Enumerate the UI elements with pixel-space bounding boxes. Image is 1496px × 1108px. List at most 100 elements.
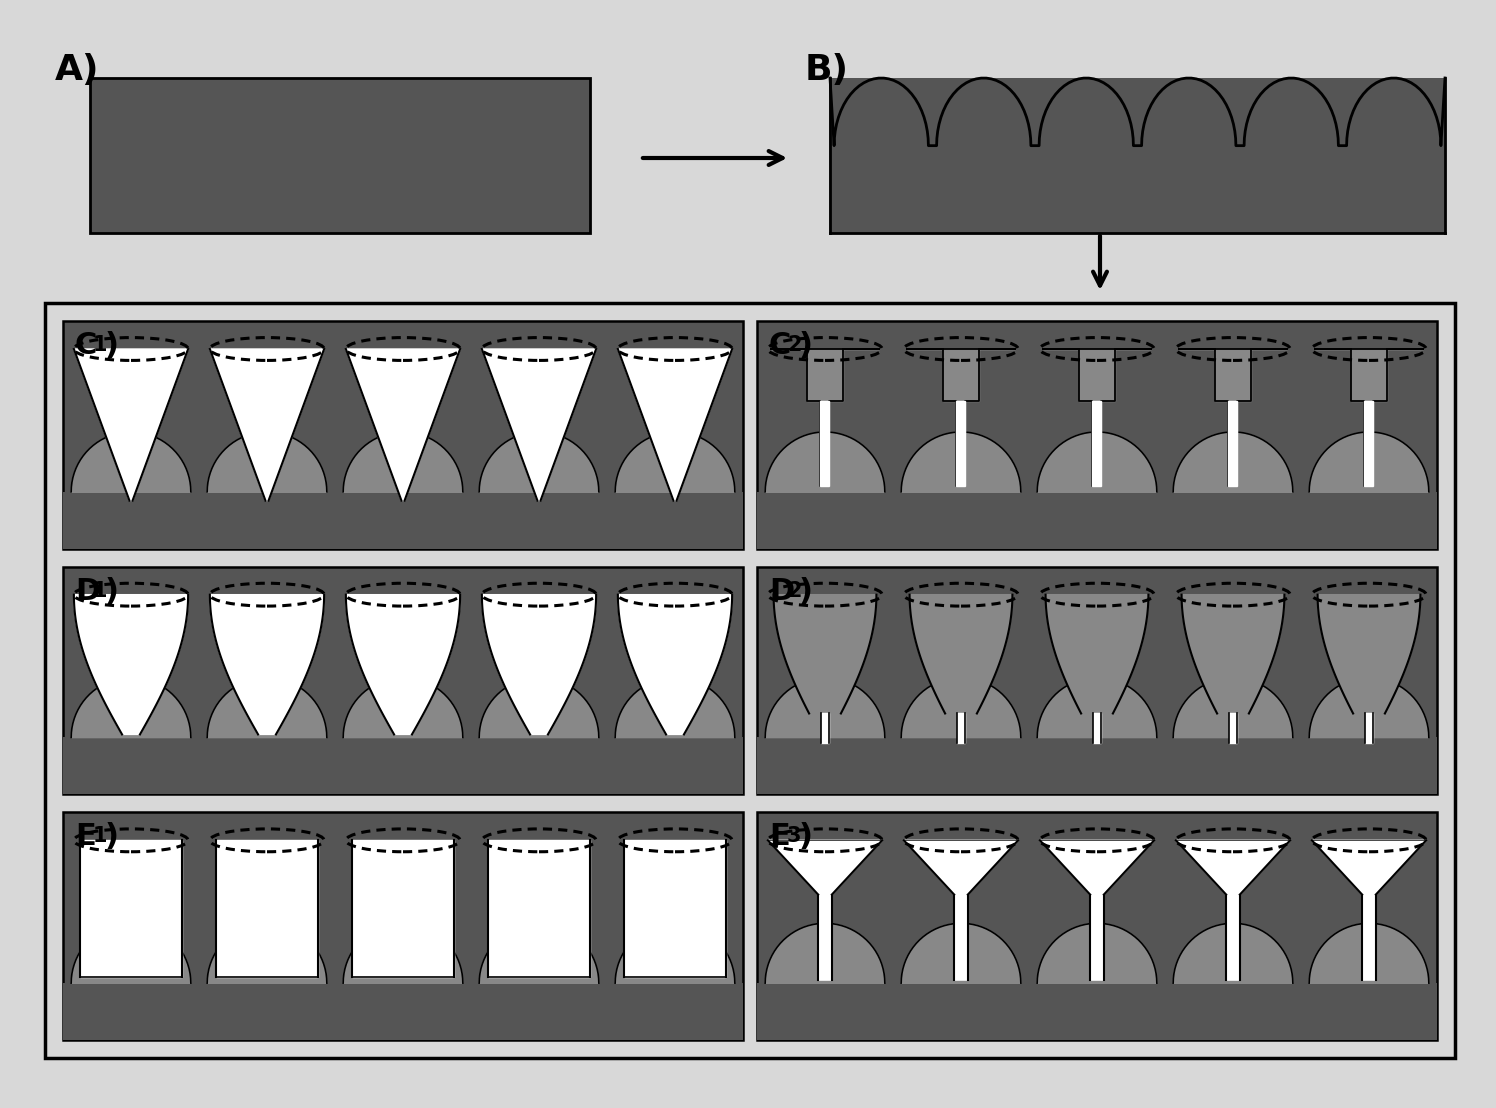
Text: C: C [75, 331, 97, 360]
Polygon shape [482, 595, 595, 735]
Polygon shape [1182, 595, 1285, 714]
Text: 2: 2 [787, 581, 802, 601]
Text: A): A) [55, 53, 100, 88]
Text: ): ) [799, 331, 812, 360]
Polygon shape [770, 349, 880, 485]
Polygon shape [773, 595, 877, 714]
Polygon shape [901, 432, 1020, 492]
Bar [757, 321, 1438, 548]
Polygon shape [1173, 432, 1293, 492]
Text: 3: 3 [787, 827, 802, 847]
Polygon shape [346, 349, 461, 501]
Polygon shape [1364, 714, 1373, 743]
Text: C: C [769, 331, 791, 360]
Text: 2: 2 [787, 335, 802, 355]
Bar [757, 983, 1438, 1040]
Text: ): ) [105, 576, 120, 606]
Polygon shape [767, 840, 883, 981]
Polygon shape [956, 401, 965, 485]
Polygon shape [1043, 349, 1152, 485]
Polygon shape [215, 840, 319, 977]
Text: 1: 1 [93, 581, 108, 601]
Bar [63, 812, 744, 1040]
Bar [90, 78, 589, 233]
Bar [63, 566, 744, 794]
Polygon shape [73, 349, 188, 501]
Polygon shape [72, 923, 191, 983]
Polygon shape [479, 678, 598, 738]
Polygon shape [764, 678, 884, 738]
Polygon shape [1092, 401, 1101, 485]
Bar [63, 492, 744, 548]
Polygon shape [1309, 432, 1429, 492]
Polygon shape [1037, 678, 1156, 738]
Text: B): B) [805, 53, 850, 88]
Polygon shape [618, 349, 732, 501]
Polygon shape [1228, 401, 1237, 485]
Polygon shape [1176, 840, 1290, 981]
Text: 1: 1 [93, 827, 108, 847]
Polygon shape [206, 923, 326, 983]
Polygon shape [206, 678, 326, 738]
Polygon shape [72, 432, 191, 492]
Polygon shape [482, 349, 595, 501]
Text: E: E [769, 822, 790, 851]
Polygon shape [615, 923, 735, 983]
Polygon shape [1318, 595, 1420, 714]
Polygon shape [830, 78, 1445, 233]
Bar [757, 492, 1438, 548]
Polygon shape [624, 840, 727, 977]
Polygon shape [618, 595, 732, 735]
Bar [830, 78, 1445, 233]
Polygon shape [1230, 714, 1237, 743]
Polygon shape [1040, 840, 1153, 981]
Bar [757, 812, 1438, 1040]
Polygon shape [907, 349, 1016, 485]
Polygon shape [1309, 678, 1429, 738]
Polygon shape [764, 432, 884, 492]
Polygon shape [1179, 349, 1287, 485]
Text: 1: 1 [93, 335, 108, 355]
Polygon shape [73, 595, 188, 735]
Polygon shape [615, 432, 735, 492]
Polygon shape [1315, 349, 1423, 485]
Polygon shape [910, 595, 1013, 714]
Bar [45, 302, 1456, 1058]
Polygon shape [352, 840, 455, 977]
Text: ): ) [105, 822, 120, 851]
Text: ): ) [799, 576, 812, 606]
Polygon shape [901, 678, 1020, 738]
Bar [63, 983, 744, 1040]
Polygon shape [1173, 923, 1293, 983]
Text: D: D [769, 576, 794, 606]
Polygon shape [479, 432, 598, 492]
Bar [757, 566, 1438, 794]
Polygon shape [343, 678, 462, 738]
Polygon shape [72, 678, 191, 738]
Text: ): ) [105, 331, 120, 360]
Polygon shape [343, 923, 462, 983]
Bar [757, 738, 1438, 794]
Polygon shape [343, 432, 462, 492]
Polygon shape [820, 401, 829, 485]
Polygon shape [1364, 401, 1373, 485]
Polygon shape [1037, 923, 1156, 983]
Bar [63, 321, 744, 548]
Polygon shape [479, 923, 598, 983]
Polygon shape [1312, 840, 1426, 981]
Polygon shape [904, 840, 1019, 981]
Bar [63, 738, 744, 794]
Text: D: D [75, 576, 100, 606]
Polygon shape [209, 349, 325, 501]
Polygon shape [901, 923, 1020, 983]
Polygon shape [79, 840, 183, 977]
Polygon shape [1094, 714, 1101, 743]
Polygon shape [209, 595, 325, 735]
Polygon shape [1309, 923, 1429, 983]
Polygon shape [1037, 432, 1156, 492]
Polygon shape [615, 678, 735, 738]
Text: ): ) [799, 822, 812, 851]
Polygon shape [821, 714, 829, 743]
Polygon shape [206, 432, 326, 492]
Polygon shape [488, 840, 591, 977]
